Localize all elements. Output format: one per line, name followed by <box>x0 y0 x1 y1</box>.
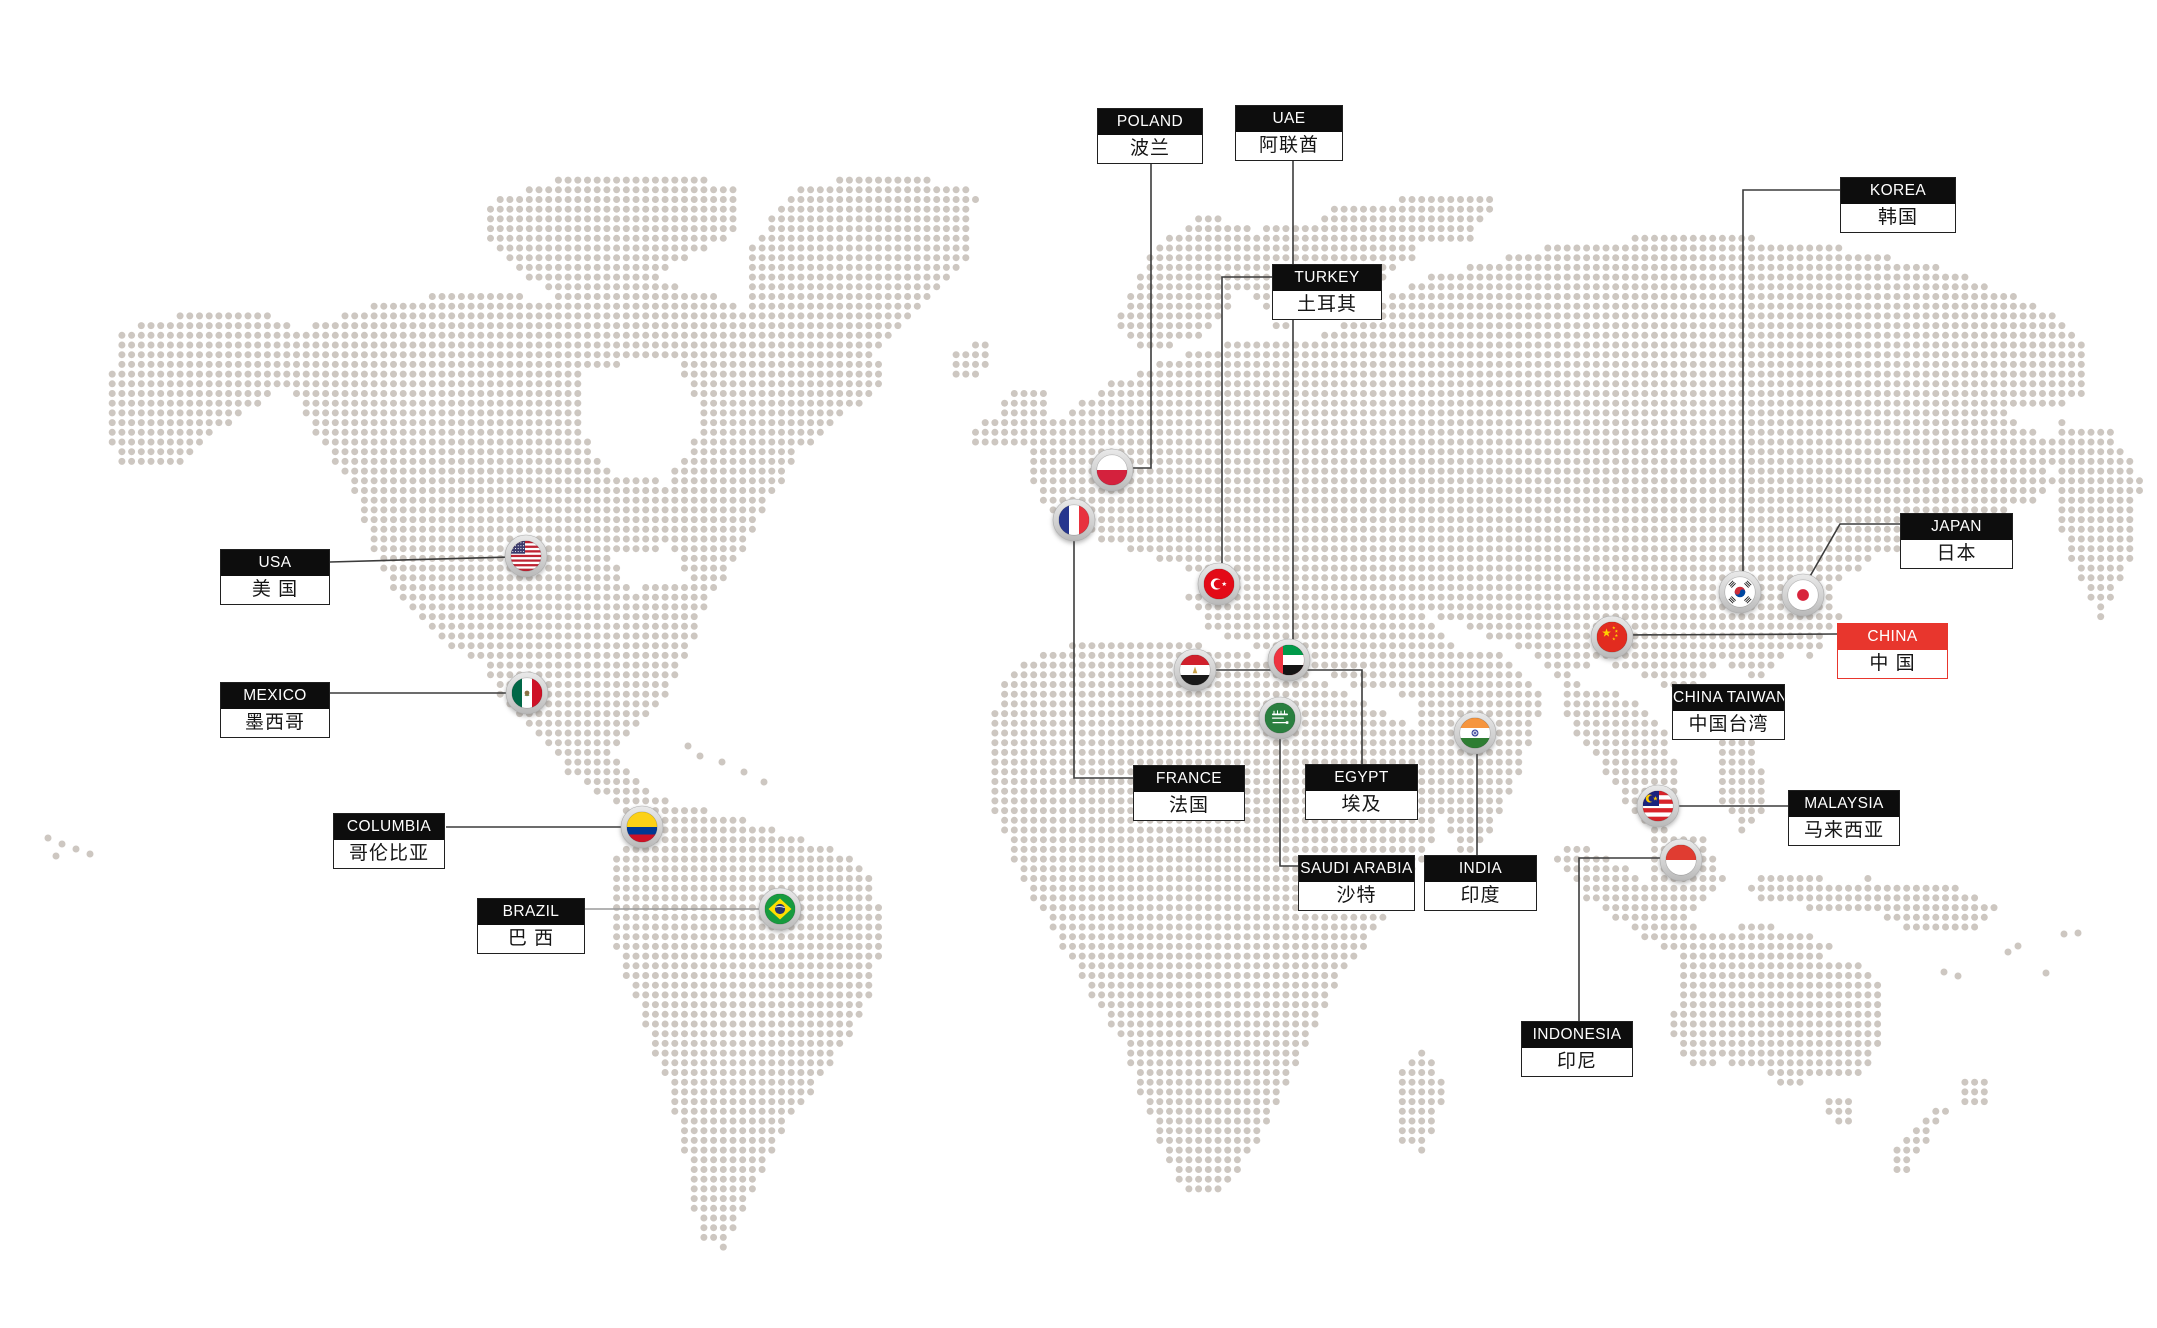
label-japan-zh: 日本 <box>1936 543 1977 564</box>
colombia-flag-marker[interactable] <box>620 805 664 849</box>
label-egypt-name: EGYPT <box>1306 765 1417 791</box>
label-brazil: BRAZIL 巴 西 <box>477 898 585 954</box>
label-saudi-arabia: SAUDI ARABIA 沙特 <box>1298 855 1415 911</box>
label-france: FRANCE 法国 <box>1133 765 1245 821</box>
label-malaysia-zh: 马来西亚 <box>1803 820 1884 841</box>
label-japan-name: JAPAN <box>1901 514 2012 540</box>
label-columbia-name: COLUMBIA <box>334 814 444 840</box>
label-mexico-zh: 墨西哥 <box>244 712 305 733</box>
label-china-zh: 中 国 <box>1869 653 1916 674</box>
usa-flag-marker[interactable] <box>504 534 548 578</box>
label-korea-name: KOREA <box>1841 178 1955 204</box>
label-poland-name: POLAND <box>1098 109 1202 135</box>
label-uae: UAE 阿联酋 <box>1235 105 1343 161</box>
korea-flag-marker[interactable] <box>1718 570 1762 614</box>
indonesia-flag-marker[interactable] <box>1659 838 1703 882</box>
india-flag-marker[interactable] <box>1453 711 1497 755</box>
label-turkey: TURKEY 土耳其 <box>1272 264 1382 320</box>
connector-lines <box>329 160 1900 1021</box>
label-turkey-name: TURKEY <box>1273 265 1381 291</box>
japan-flag-marker[interactable] <box>1781 573 1825 617</box>
label-indonesia-zh: 印尼 <box>1556 1051 1597 1072</box>
label-india-zh: 印度 <box>1460 885 1501 906</box>
map-dots <box>44 176 2143 1251</box>
label-mexico: MEXICO 墨西哥 <box>220 682 330 738</box>
label-france-zh: 法国 <box>1168 795 1209 816</box>
label-poland: POLAND 波兰 <box>1097 108 1203 164</box>
label-mexico-name: MEXICO <box>221 683 329 709</box>
poland-flag-marker[interactable] <box>1090 448 1134 492</box>
france-flag-marker[interactable] <box>1052 498 1096 542</box>
label-indonesia-name: INDONESIA <box>1522 1022 1632 1048</box>
label-india-name: INDIA <box>1425 856 1536 882</box>
label-indonesia: INDONESIA 印尼 <box>1521 1021 1633 1077</box>
label-brazil-zh: 巴 西 <box>507 928 555 949</box>
label-korea: KOREA 韩国 <box>1840 177 1956 233</box>
malaysia-flag-marker[interactable] <box>1636 784 1680 828</box>
label-egypt-zh: 埃及 <box>1341 794 1382 815</box>
label-china: CHINA 中 国 <box>1837 623 1948 679</box>
label-brazil-name: BRAZIL <box>478 899 584 925</box>
label-china-name: CHINA <box>1838 624 1947 650</box>
label-uae-name: UAE <box>1236 106 1342 132</box>
label-turkey-zh: 土耳其 <box>1296 294 1357 315</box>
label-saudi-arabia-name: SAUDI ARABIA <box>1299 856 1414 882</box>
mexico-flag-marker[interactable] <box>505 671 549 715</box>
label-poland-zh: 波兰 <box>1129 138 1170 159</box>
label-china-taiwan: CHINA TAIWAN 中国台湾 <box>1672 684 1785 740</box>
label-malaysia: MALAYSIA 马来西亚 <box>1788 790 1900 846</box>
china-flag-marker[interactable] <box>1590 615 1634 659</box>
label-usa-name: USA <box>221 550 329 576</box>
label-saudi-arabia-zh: 沙特 <box>1336 885 1377 906</box>
label-uae-zh: 阿联酋 <box>1258 135 1319 156</box>
turkey-flag-marker[interactable] <box>1197 562 1241 606</box>
label-japan: JAPAN 日本 <box>1900 513 2013 569</box>
uae-flag-marker[interactable] <box>1267 638 1311 682</box>
label-columbia: COLUMBIA 哥伦比亚 <box>333 813 445 869</box>
label-france-name: FRANCE <box>1134 766 1244 792</box>
label-india: INDIA 印度 <box>1424 855 1537 911</box>
label-usa-zh: 美 国 <box>251 579 299 600</box>
brazil-flag-marker[interactable] <box>758 887 802 931</box>
label-china-taiwan-zh: 中国台湾 <box>1688 714 1769 735</box>
label-malaysia-name: MALAYSIA <box>1789 791 1899 817</box>
egypt-flag-marker[interactable] <box>1173 648 1217 692</box>
label-egypt: EGYPT 埃及 <box>1305 764 1418 820</box>
label-columbia-zh: 哥伦比亚 <box>348 843 429 864</box>
label-china-taiwan-name: CHINA TAIWAN <box>1673 685 1784 711</box>
label-korea-zh: 韩国 <box>1877 207 1918 228</box>
saudi-arabia-flag-marker[interactable] <box>1258 696 1302 740</box>
label-usa: USA 美 国 <box>220 549 330 605</box>
